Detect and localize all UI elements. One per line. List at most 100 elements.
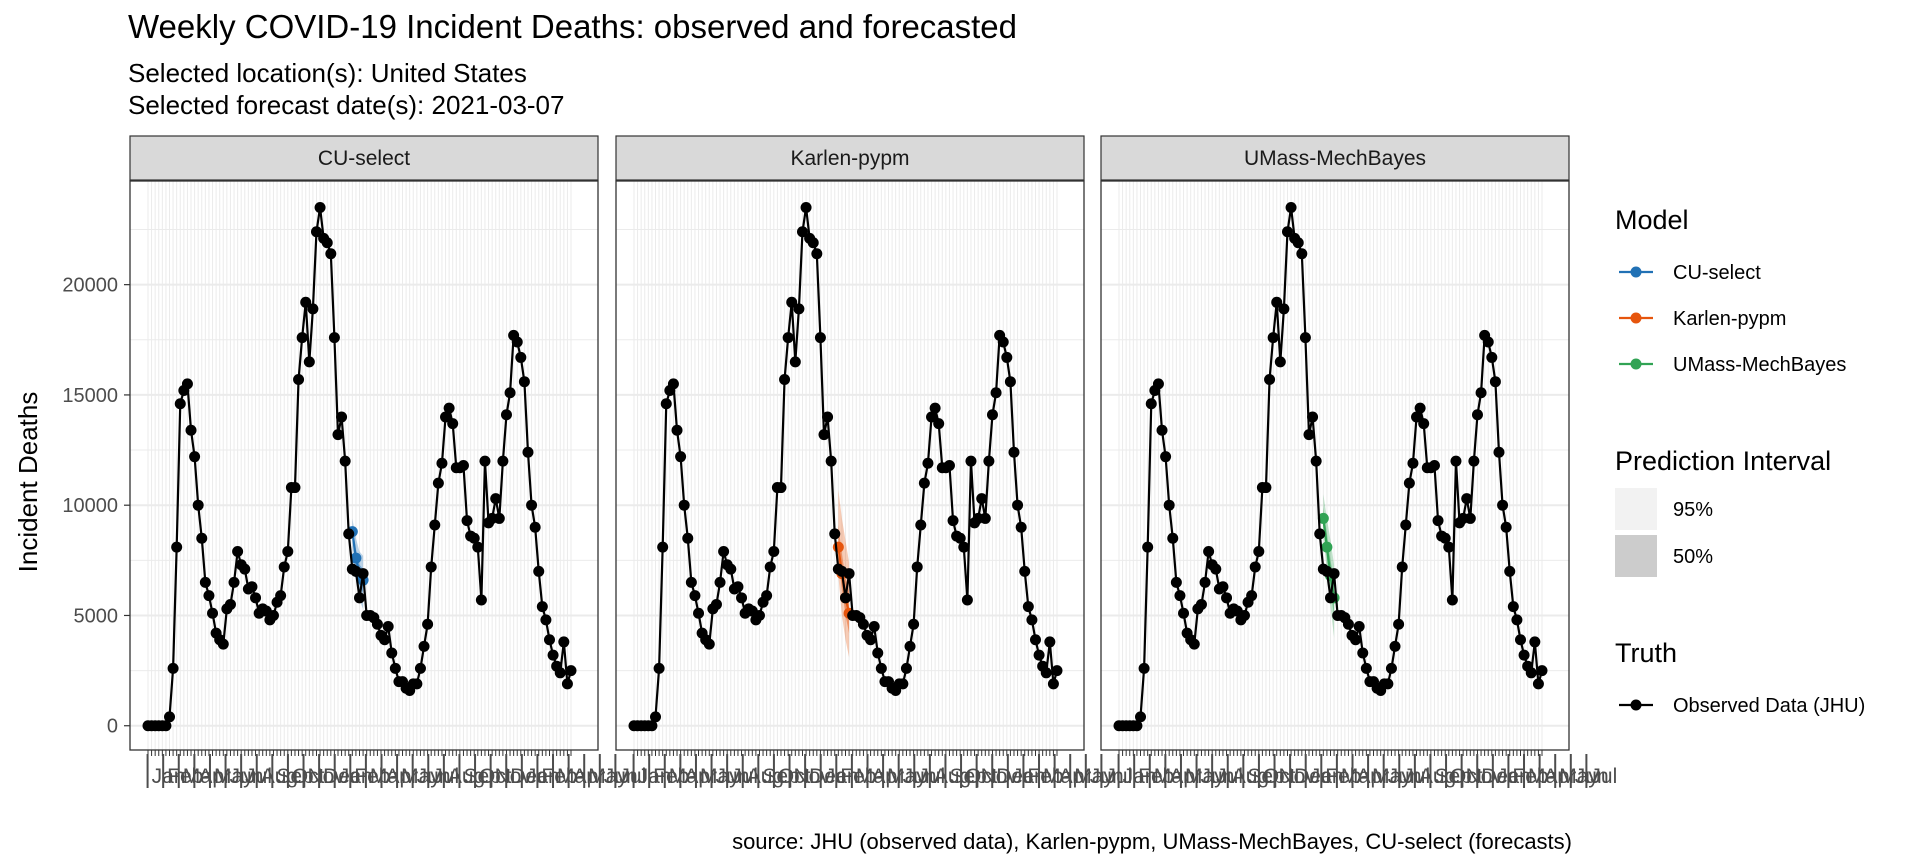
y-tick-label: 15000 <box>62 385 118 407</box>
y-tick-label: 10000 <box>62 495 118 517</box>
truth-point <box>1350 634 1362 646</box>
x-tick-label: Oct <box>479 765 512 788</box>
truth-point <box>1407 457 1419 469</box>
x-tick-label: Apr <box>385 765 418 788</box>
truth-point <box>479 455 491 467</box>
x-tick-label: Jun <box>903 765 937 788</box>
facet-panel-karlen-pypm: Karlen-pypmJanFebMarAprMayJunJulAugSepOc… <box>615 135 1132 788</box>
y-tick-label: 20000 <box>62 275 118 297</box>
truth-point <box>533 565 545 577</box>
truth-point <box>472 541 484 553</box>
truth-point <box>232 546 244 558</box>
truth-point <box>1188 638 1200 650</box>
x-tick-label: Apr <box>871 765 904 788</box>
truth-point <box>1536 665 1548 677</box>
x-tick-label: Jan <box>825 765 859 788</box>
truth-point <box>918 477 930 489</box>
truth-point <box>332 429 344 441</box>
x-tick-label: Nov <box>981 765 1019 788</box>
truth-point <box>986 409 998 421</box>
panel-background <box>130 181 598 750</box>
x-tick-label: Nov <box>308 765 346 788</box>
truth-point <box>565 665 577 677</box>
truth-point <box>1493 446 1505 458</box>
truth-point <box>1199 576 1211 588</box>
truth-point <box>160 720 172 732</box>
truth-point <box>725 563 737 575</box>
truth-point <box>840 592 851 604</box>
forecast-point <box>1317 512 1329 524</box>
truth-point <box>493 512 505 524</box>
truth-point <box>547 649 559 661</box>
truth-point <box>185 424 197 436</box>
truth-point <box>646 720 658 732</box>
x-tick-label: Oct <box>1263 765 1296 788</box>
facet-strip-label: CU-select <box>318 147 410 170</box>
truth-point <box>522 446 534 458</box>
truth-point <box>167 662 179 674</box>
truth-point <box>411 678 423 690</box>
truth-point <box>1029 634 1041 646</box>
truth-point <box>1461 493 1473 505</box>
truth-point <box>515 351 527 363</box>
truth-point <box>1142 541 1154 553</box>
truth-point <box>1504 565 1516 577</box>
truth-point <box>822 411 834 423</box>
truth-point <box>764 561 776 573</box>
truth-point <box>1396 561 1408 573</box>
truth-point <box>825 455 837 467</box>
panel-background <box>1101 181 1569 750</box>
truth-point <box>1152 378 1164 390</box>
truth-point <box>267 609 279 621</box>
facet-strip <box>615 135 1085 181</box>
x-tick-label: Jan <box>339 765 373 788</box>
truth-point <box>554 667 566 679</box>
truth-point <box>461 515 473 527</box>
x-tick-label: Apr <box>1356 765 1389 788</box>
truth-point <box>1303 429 1315 441</box>
x-tick-label: Jul <box>731 765 758 788</box>
legend-model-marker <box>1630 266 1642 278</box>
truth-point <box>868 620 880 632</box>
legend-model-title: Model <box>1615 205 1689 235</box>
truth-point <box>1138 662 1150 674</box>
truth-point <box>1385 662 1397 674</box>
truth-point <box>954 532 966 544</box>
x-tick-label: Jun <box>1201 765 1235 788</box>
x-tick-label: Jan <box>1123 765 1157 788</box>
panel-background <box>616 181 1084 750</box>
truth-point <box>1357 647 1369 659</box>
truth-point <box>321 237 333 249</box>
truth-point <box>371 618 383 630</box>
truth-point <box>818 429 830 441</box>
truth-point <box>418 640 430 652</box>
truth-point <box>164 711 176 723</box>
truth-point <box>246 581 258 593</box>
truth-point <box>475 594 487 606</box>
truth-point <box>432 477 444 489</box>
truth-point <box>540 614 552 626</box>
legend-interval-label: 50% <box>1673 546 1713 568</box>
truth-point <box>915 519 927 531</box>
truth-point <box>693 607 705 619</box>
truth-point <box>1525 667 1537 679</box>
truth-point <box>660 398 672 410</box>
truth-point <box>429 519 441 531</box>
truth-point <box>1281 226 1293 238</box>
truth-point <box>181 378 193 390</box>
truth-point <box>782 332 794 344</box>
forecast-point <box>350 552 362 564</box>
forecast-point <box>1321 541 1333 553</box>
truth-point <box>1514 634 1526 646</box>
x-tick-label: Jul <box>1403 765 1430 788</box>
truth-point <box>1012 499 1024 511</box>
truth-point <box>1529 636 1541 648</box>
truth-point <box>1195 598 1207 610</box>
truth-point <box>714 576 726 588</box>
truth-point <box>875 662 887 674</box>
truth-point <box>961 594 973 606</box>
truth-point <box>667 378 679 390</box>
x-tick-label: Jul <box>245 765 272 788</box>
truth-point <box>1450 455 1462 467</box>
legend-interval-swatch <box>1615 535 1657 577</box>
